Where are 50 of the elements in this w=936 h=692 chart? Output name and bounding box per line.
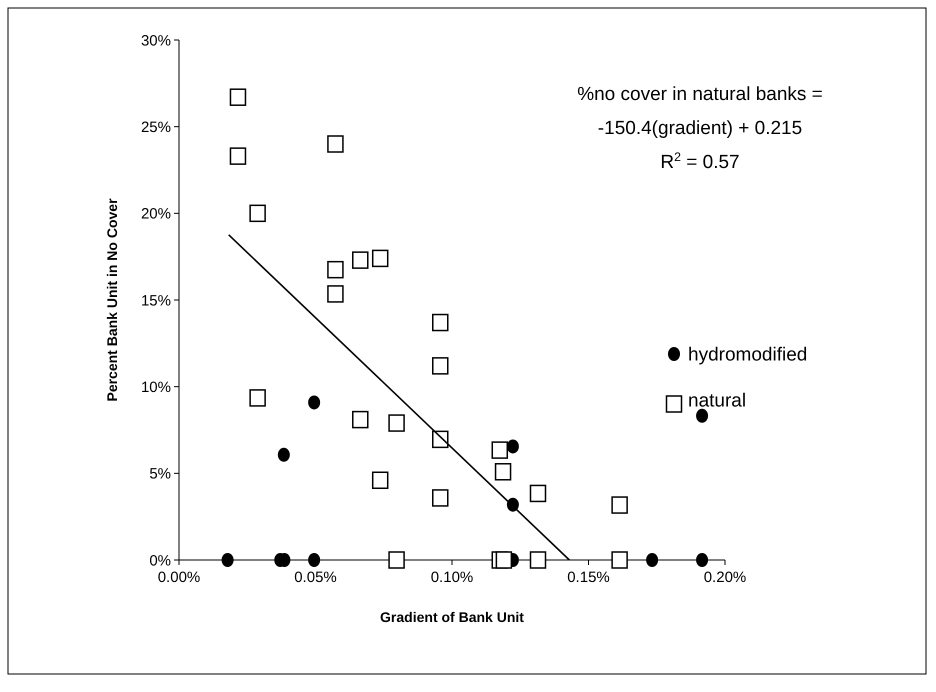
- point: [230, 147, 246, 165]
- point: [696, 408, 708, 423]
- annotation: %no cover in natural banks =: [577, 84, 823, 105]
- point: [308, 553, 320, 567]
- point: [646, 553, 658, 567]
- point: [611, 551, 628, 569]
- legend-label: natural: [688, 390, 746, 412]
- point: [327, 285, 344, 303]
- point: [278, 448, 290, 462]
- y-axis-title: Percent Bank Unit in No Cover: [104, 198, 120, 402]
- point: [506, 439, 519, 454]
- x-tick-label: 0.20%: [704, 569, 746, 586]
- x-tick-label: 0.10%: [430, 569, 474, 586]
- point: [388, 551, 405, 569]
- point: [372, 250, 388, 268]
- x-axis-title: Gradient of Bank Unit: [380, 609, 524, 625]
- point: [308, 395, 320, 410]
- y-tick-label: 30%: [140, 32, 171, 50]
- y-tick-label: 5%: [149, 466, 171, 483]
- annotation: -150.4(gradient) + 0.215: [598, 118, 802, 139]
- point: [530, 551, 546, 569]
- legend-label: hydromodified: [688, 344, 808, 366]
- point: [327, 260, 344, 278]
- x-tick-label: 0.05%: [294, 569, 337, 586]
- point: [230, 88, 246, 106]
- point: [222, 553, 234, 567]
- annotation: R$^{2}$ = 0.57: [660, 150, 740, 173]
- y-tick-label: 25%: [140, 118, 171, 136]
- point: [696, 553, 708, 567]
- point: [494, 463, 512, 481]
- point: [249, 389, 266, 407]
- point: [249, 204, 266, 222]
- y-tick-label: 20%: [140, 206, 171, 223]
- point: [492, 441, 508, 459]
- y-tick-label: 10%: [140, 378, 171, 396]
- x-tick-label: 0.00%: [158, 569, 200, 586]
- point: [611, 496, 628, 514]
- point: [372, 472, 388, 490]
- point: [432, 489, 449, 507]
- point: [530, 484, 546, 502]
- y-tick-label: 0%: [149, 552, 171, 570]
- y-tick-label: 15%: [140, 292, 171, 310]
- point: [352, 410, 369, 428]
- point: [432, 357, 449, 375]
- point: [432, 314, 449, 332]
- point: [496, 551, 512, 569]
- point: [352, 251, 369, 269]
- point: [327, 135, 344, 153]
- point: [388, 414, 405, 432]
- x-tick-label: 0.15%: [567, 569, 610, 586]
